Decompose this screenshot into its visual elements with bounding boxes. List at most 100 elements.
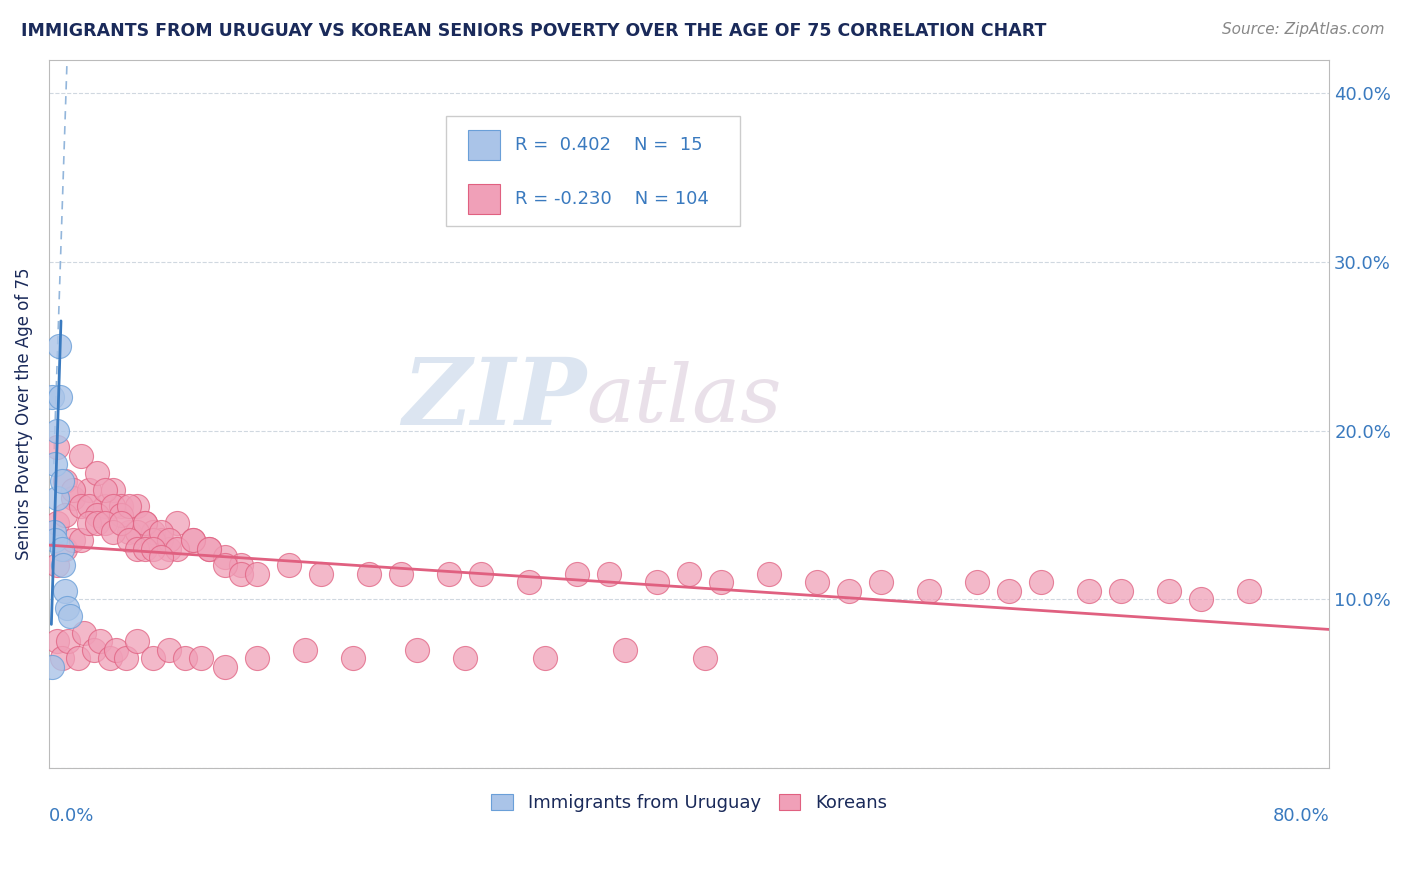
Point xyxy=(46,558,69,573)
Text: ZIP: ZIP xyxy=(402,354,586,444)
Point xyxy=(44,533,66,547)
Point xyxy=(51,541,73,556)
Point xyxy=(406,642,429,657)
Point xyxy=(70,449,93,463)
Point xyxy=(70,500,93,514)
Point xyxy=(53,583,76,598)
Point xyxy=(1189,592,1212,607)
Point xyxy=(357,566,380,581)
Point xyxy=(48,339,70,353)
Point xyxy=(565,566,588,581)
Text: R =  0.402    N =  15: R = 0.402 N = 15 xyxy=(515,136,703,154)
Point xyxy=(870,575,893,590)
Point xyxy=(86,508,108,522)
Point xyxy=(42,524,65,539)
Point xyxy=(62,483,84,497)
Point xyxy=(309,566,332,581)
Point xyxy=(1031,575,1053,590)
Point xyxy=(49,390,72,404)
Point xyxy=(342,651,364,665)
Point xyxy=(86,466,108,480)
Point xyxy=(94,483,117,497)
Point xyxy=(454,651,477,665)
Point xyxy=(150,524,173,539)
Point xyxy=(110,508,132,522)
Point xyxy=(142,524,165,539)
Point xyxy=(51,651,73,665)
Y-axis label: Seniors Poverty Over the Age of 75: Seniors Poverty Over the Age of 75 xyxy=(15,268,32,560)
Point xyxy=(1078,583,1101,598)
FancyBboxPatch shape xyxy=(468,185,499,214)
Point xyxy=(998,583,1021,598)
Point xyxy=(53,474,76,488)
Point xyxy=(52,558,75,573)
Point xyxy=(190,651,212,665)
Point xyxy=(389,566,412,581)
Text: R = -0.230    N = 104: R = -0.230 N = 104 xyxy=(515,190,709,208)
Point xyxy=(59,609,82,624)
Legend: Immigrants from Uruguay, Koreans: Immigrants from Uruguay, Koreans xyxy=(492,794,887,812)
Point xyxy=(62,533,84,547)
Point xyxy=(101,524,124,539)
Point xyxy=(150,549,173,564)
Point xyxy=(62,491,84,505)
Point xyxy=(55,600,77,615)
Point xyxy=(66,651,89,665)
Point xyxy=(710,575,733,590)
Point xyxy=(614,642,637,657)
Point xyxy=(437,566,460,581)
Point xyxy=(470,566,492,581)
Point xyxy=(966,575,988,590)
Point xyxy=(105,642,128,657)
Point xyxy=(174,651,197,665)
Point xyxy=(166,516,188,531)
Point xyxy=(110,516,132,531)
Point xyxy=(51,474,73,488)
Point xyxy=(1159,583,1181,598)
Text: atlas: atlas xyxy=(586,360,782,438)
Point xyxy=(534,651,557,665)
Point xyxy=(157,541,180,556)
Text: Source: ZipAtlas.com: Source: ZipAtlas.com xyxy=(1222,22,1385,37)
Point xyxy=(46,634,69,648)
Point xyxy=(181,533,204,547)
Point xyxy=(56,634,79,648)
Point xyxy=(94,516,117,531)
Point xyxy=(125,634,148,648)
Point xyxy=(73,625,96,640)
Point xyxy=(150,533,173,547)
FancyBboxPatch shape xyxy=(468,130,499,161)
Point xyxy=(118,533,141,547)
Point xyxy=(125,524,148,539)
Point xyxy=(229,566,252,581)
Point xyxy=(46,441,69,455)
Point xyxy=(758,566,780,581)
Point xyxy=(46,424,69,438)
Point xyxy=(134,516,156,531)
Point xyxy=(198,541,221,556)
Point xyxy=(695,651,717,665)
Point xyxy=(181,533,204,547)
Point xyxy=(46,516,69,531)
Point xyxy=(246,651,269,665)
Point xyxy=(598,566,620,581)
Text: 80.0%: 80.0% xyxy=(1272,806,1329,824)
Text: 0.0%: 0.0% xyxy=(49,806,94,824)
Point xyxy=(645,575,668,590)
Point xyxy=(142,541,165,556)
Point xyxy=(142,651,165,665)
Point xyxy=(678,566,700,581)
Point xyxy=(77,516,100,531)
Point xyxy=(118,500,141,514)
Point xyxy=(53,541,76,556)
Point xyxy=(838,583,860,598)
Point xyxy=(134,516,156,531)
Point xyxy=(806,575,828,590)
Point xyxy=(101,500,124,514)
Point xyxy=(214,558,236,573)
Point xyxy=(94,500,117,514)
Point xyxy=(101,483,124,497)
Point xyxy=(98,651,121,665)
Point xyxy=(157,533,180,547)
Point xyxy=(1239,583,1261,598)
